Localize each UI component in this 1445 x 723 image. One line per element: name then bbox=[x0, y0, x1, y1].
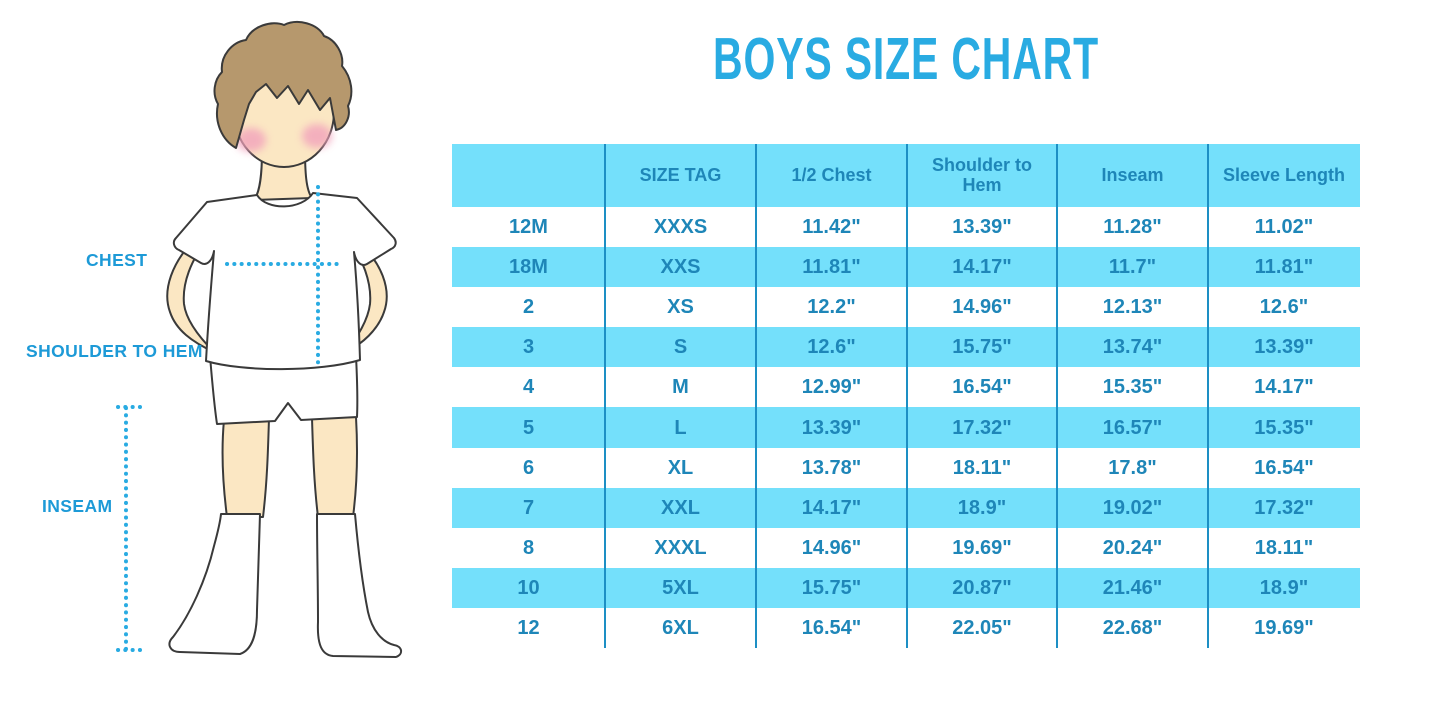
size-cell: 12 bbox=[517, 616, 540, 639]
sleeve-length-cell: 16.54" bbox=[1254, 456, 1314, 479]
shoulder-to-hem-cell: 14.96" bbox=[952, 296, 1012, 319]
left-cheek bbox=[236, 128, 266, 152]
column-divider bbox=[604, 144, 606, 649]
size-cell: 12M bbox=[509, 216, 548, 239]
shoulder-to-hem-label: SHOULDER TO HEM bbox=[26, 341, 203, 361]
size-tag-cell: XXXL bbox=[654, 536, 707, 559]
sleeve-length-cell: 13.39" bbox=[1254, 336, 1314, 359]
shoulder-to-hem-cell: 22.05" bbox=[952, 616, 1012, 639]
sleeve-length-cell: 15.35" bbox=[1254, 416, 1314, 439]
shoulder-to-hem-cell: 16.54" bbox=[952, 376, 1012, 399]
size-cell: 5 bbox=[522, 416, 535, 439]
size-tag-cell: XXL bbox=[661, 496, 700, 519]
inseam-cell: 20.24" bbox=[1102, 536, 1163, 559]
sleeve-length-cell: 18.9" bbox=[1259, 576, 1309, 599]
size-tag-cell: XS bbox=[667, 296, 694, 319]
size-cell: 10 bbox=[517, 576, 540, 599]
boy-illustration bbox=[116, 21, 402, 658]
half-chest-cell: 11.81" bbox=[802, 256, 861, 279]
column-header-inseam: Inseam bbox=[1101, 164, 1164, 185]
size-cell: 8 bbox=[522, 536, 535, 559]
table-row: 12 6XL 16.54" 22.05" 22.68" 19.69" bbox=[452, 608, 1360, 648]
half-chest-cell: 15.75" bbox=[801, 576, 862, 599]
sleeve-length-cell: 14.17" bbox=[1254, 376, 1314, 399]
table-row: 8 XXXL 14.96" 19.69" 20.24" 18.11" bbox=[452, 528, 1360, 568]
right-leg bbox=[311, 416, 358, 518]
column-header-shoulder-to-hem: Shoulder to Hem bbox=[932, 154, 1032, 195]
right-cheek bbox=[302, 124, 332, 148]
inseam-cell: 13.74" bbox=[1102, 336, 1163, 359]
sleeve-length-cell: 11.81" bbox=[1254, 256, 1314, 279]
sleeve-length-cell: 19.69" bbox=[1254, 616, 1314, 639]
shoulder-to-hem-cell: 18.9" bbox=[957, 496, 1007, 519]
shoulder-to-hem-cell: 18.11" bbox=[952, 456, 1012, 479]
shoulder-to-hem-cell: 19.69" bbox=[952, 536, 1012, 559]
table-row: 12M XXXS 11.42" 13.39" 11.28" 11.02" bbox=[452, 207, 1360, 247]
half-chest-cell: 16.54" bbox=[801, 616, 862, 639]
sleeve-length-cell: 17.32" bbox=[1254, 496, 1314, 519]
size-cell: 18M bbox=[509, 256, 548, 279]
right-sock bbox=[316, 513, 402, 658]
inseam-cell: 22.68" bbox=[1102, 616, 1163, 639]
size-tag-cell: 5XL bbox=[662, 576, 699, 599]
table-row: 2 XS 12.2" 14.96" 12.13" 12.6" bbox=[452, 287, 1360, 327]
size-cell: 6 bbox=[522, 456, 535, 479]
inseam-cell: 17.8" bbox=[1108, 456, 1157, 479]
half-chest-cell: 14.17" bbox=[801, 496, 862, 519]
shoulder-to-hem-cell: 13.39" bbox=[952, 216, 1012, 239]
shoulder-to-hem-cell: 17.32" bbox=[952, 416, 1012, 439]
column-divider bbox=[1207, 144, 1209, 649]
t-shirt bbox=[172, 192, 397, 371]
sleeve-length-cell: 11.02" bbox=[1254, 216, 1314, 239]
size-table: SIZE TAG 1/2 Chest Shoulder to Hem Insea… bbox=[452, 144, 1360, 649]
shorts bbox=[209, 355, 359, 425]
size-cell: 2 bbox=[522, 296, 535, 319]
size-tag-cell: XXS bbox=[660, 256, 701, 279]
inseam-cell: 19.02" bbox=[1102, 496, 1163, 519]
shoulder-to-hem-cell: 20.87" bbox=[952, 576, 1012, 599]
shoulder-to-hem-cell: 14.17" bbox=[952, 256, 1012, 279]
chest-label: CHEST bbox=[86, 250, 148, 270]
table-row: 4 M 12.99" 16.54" 15.35" 14.17" bbox=[452, 367, 1360, 407]
size-cell: 3 bbox=[522, 336, 535, 359]
left-sock bbox=[168, 513, 261, 655]
sleeve-length-cell: 12.6" bbox=[1259, 296, 1309, 319]
inseam-label: INSEAM bbox=[42, 496, 113, 516]
half-chest-cell: 12.6" bbox=[807, 336, 856, 359]
sleeve-length-cell: 18.11" bbox=[1254, 536, 1314, 559]
size-tag-cell: L bbox=[674, 416, 687, 439]
column-divider bbox=[906, 144, 908, 649]
half-chest-cell: 13.39" bbox=[801, 416, 862, 439]
column-header-sleeve-length: Sleeve Length bbox=[1222, 164, 1346, 185]
left-leg bbox=[221, 417, 270, 518]
size-cell: 4 bbox=[522, 376, 535, 399]
inseam-cell: 16.57" bbox=[1102, 416, 1163, 439]
size-tag-cell: S bbox=[673, 336, 688, 359]
inseam-cell: 12.13" bbox=[1102, 296, 1163, 319]
column-header-size-tag: SIZE TAG bbox=[639, 164, 722, 185]
size-tag-cell: M bbox=[672, 376, 689, 399]
hair bbox=[213, 21, 353, 149]
inseam-cell: 11.28" bbox=[1103, 216, 1162, 239]
column-divider bbox=[755, 144, 757, 649]
inseam-cell: 21.46" bbox=[1102, 576, 1163, 599]
column-header-half-chest: 1/2 Chest bbox=[791, 164, 872, 185]
shoulder-to-hem-cell: 15.75" bbox=[952, 336, 1012, 359]
inseam-cell: 15.35" bbox=[1102, 376, 1163, 399]
table-row: 6 XL 13.78" 18.11" 17.8" 16.54" bbox=[452, 448, 1360, 488]
size-tag-cell: XL bbox=[667, 456, 694, 479]
size-tag-cell: XXXS bbox=[653, 216, 708, 239]
half-chest-cell: 11.42" bbox=[802, 216, 861, 239]
half-chest-cell: 14.96" bbox=[801, 536, 862, 559]
half-chest-cell: 12.99" bbox=[801, 376, 862, 399]
size-cell: 7 bbox=[522, 496, 535, 519]
half-chest-cell: 13.78" bbox=[801, 456, 862, 479]
column-divider bbox=[1056, 144, 1058, 649]
half-chest-cell: 12.2" bbox=[807, 296, 856, 319]
size-tag-cell: 6XL bbox=[662, 616, 699, 639]
inseam-cell: 11.7" bbox=[1108, 256, 1157, 279]
page-title: BOYS SIZE CHART bbox=[713, 25, 1099, 93]
